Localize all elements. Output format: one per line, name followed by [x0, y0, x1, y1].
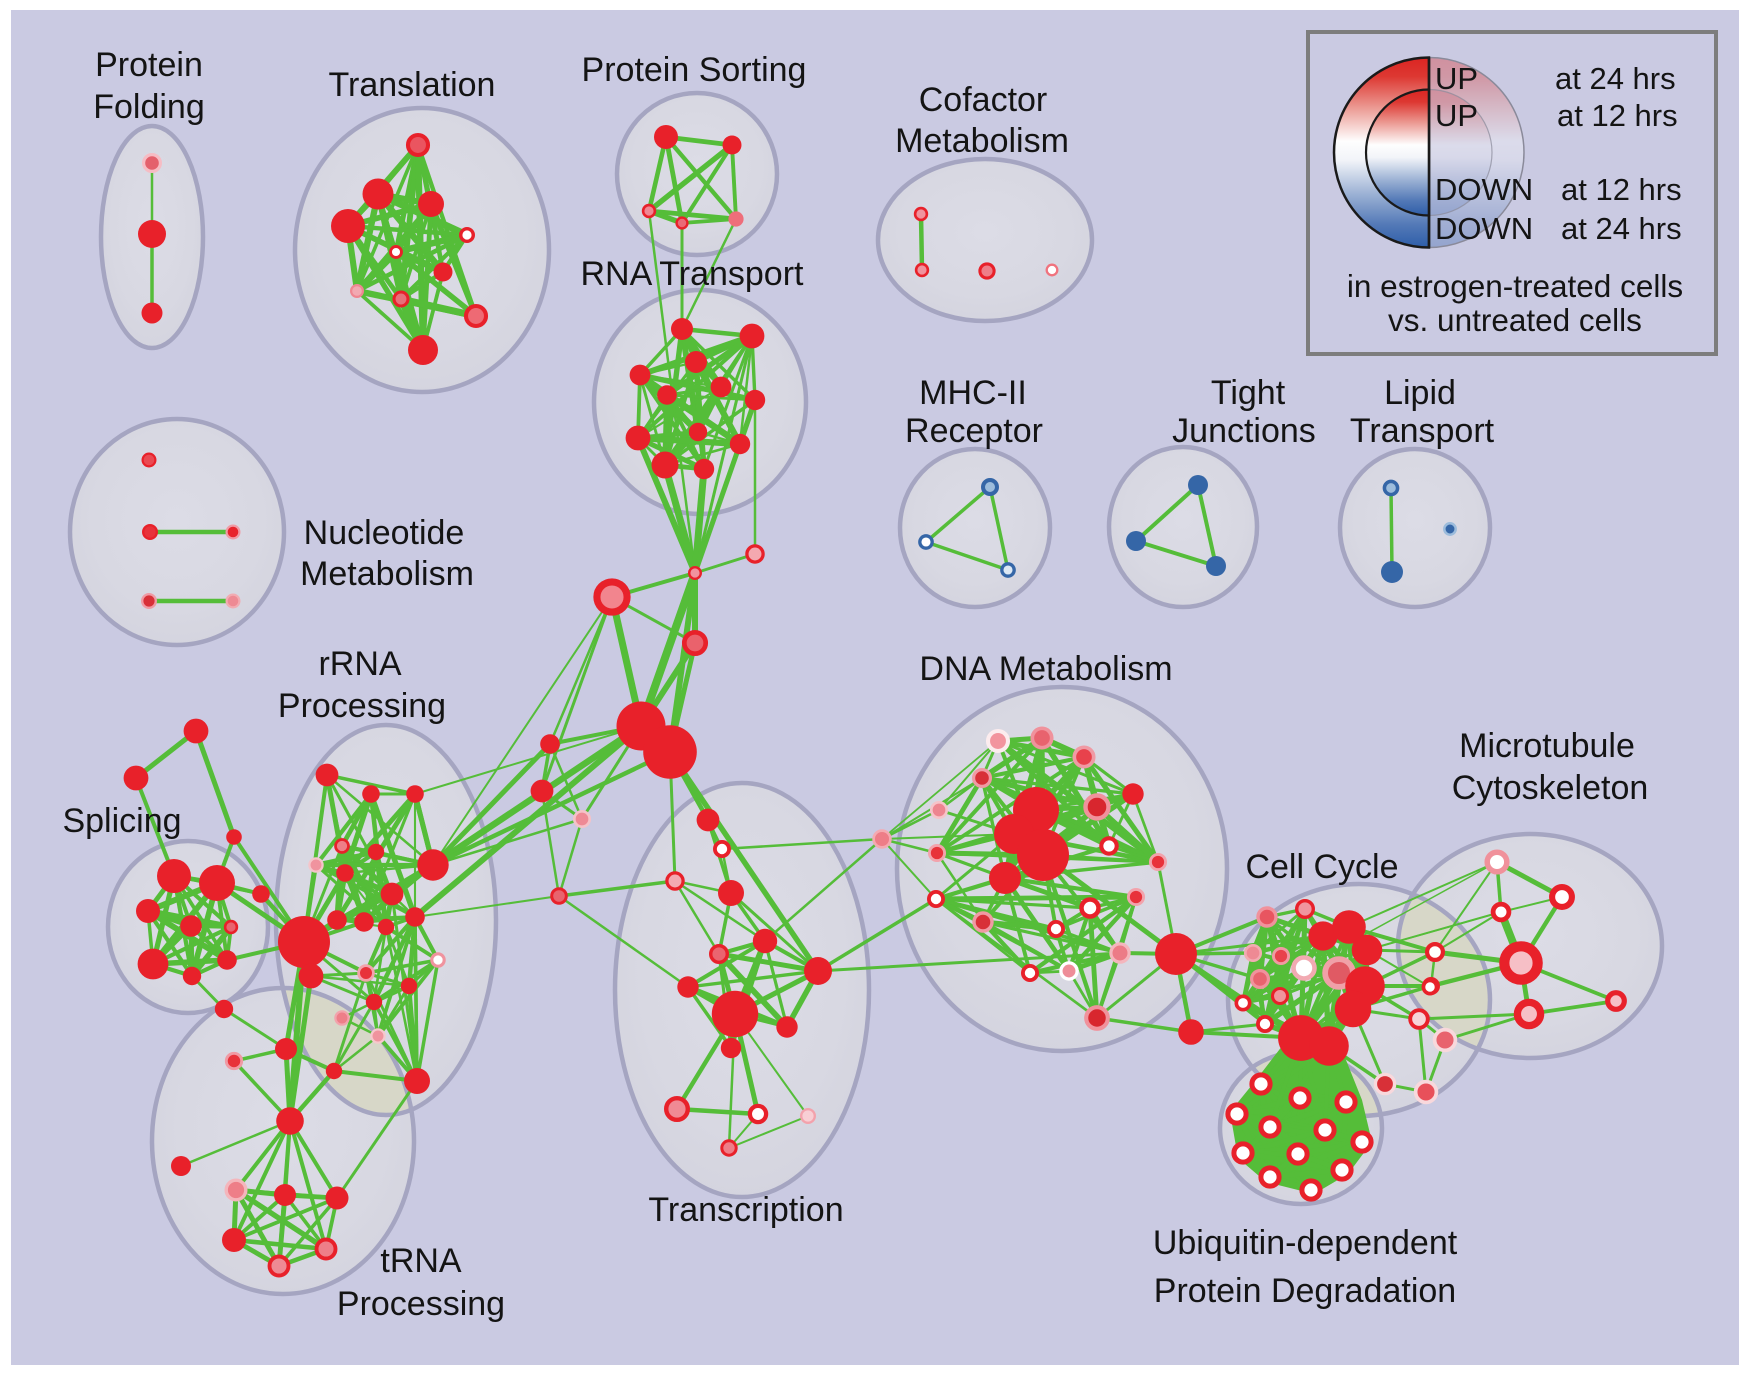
svg-text:Cell Cycle: Cell Cycle	[1245, 848, 1398, 886]
svg-text:UP: UP	[1435, 98, 1478, 133]
svg-text:Processing: Processing	[337, 1285, 505, 1323]
svg-text:Ubiquitin-dependent: Ubiquitin-dependent	[1153, 1224, 1458, 1262]
svg-text:at 12 hrs: at 12 hrs	[1557, 98, 1678, 133]
svg-text:Transport: Transport	[1350, 412, 1495, 450]
svg-text:Lipid: Lipid	[1384, 374, 1456, 412]
svg-text:Transcription: Transcription	[648, 1191, 843, 1229]
svg-text:rRNA: rRNA	[318, 645, 401, 683]
svg-text:vs. untreated cells: vs. untreated cells	[1388, 302, 1642, 338]
svg-text:Processing: Processing	[278, 687, 446, 725]
svg-text:Splicing: Splicing	[62, 802, 181, 840]
svg-text:Junctions: Junctions	[1172, 412, 1316, 450]
svg-text:Protein Sorting: Protein Sorting	[582, 51, 807, 89]
svg-text:DNA Metabolism: DNA Metabolism	[919, 650, 1172, 688]
svg-text:Receptor: Receptor	[905, 412, 1043, 450]
svg-text:Metabolism: Metabolism	[895, 122, 1069, 160]
svg-text:at 12 hrs: at 12 hrs	[1561, 172, 1682, 207]
svg-text:Tight: Tight	[1211, 374, 1286, 412]
svg-text:Protein: Protein	[95, 46, 203, 84]
svg-text:Cofactor: Cofactor	[919, 81, 1048, 119]
svg-text:RNA Transport: RNA Transport	[581, 255, 805, 293]
svg-text:tRNA: tRNA	[380, 1242, 462, 1280]
svg-text:at 24 hrs: at 24 hrs	[1561, 211, 1682, 246]
svg-text:DOWN: DOWN	[1435, 211, 1533, 246]
svg-text:Folding: Folding	[93, 88, 205, 126]
svg-text:Translation: Translation	[329, 66, 496, 104]
svg-text:MHC-II: MHC-II	[919, 374, 1027, 412]
svg-text:Metabolism: Metabolism	[300, 555, 474, 593]
svg-text:Protein Degradation: Protein Degradation	[1154, 1272, 1456, 1310]
svg-text:Microtubule: Microtubule	[1459, 727, 1635, 765]
svg-text:Cytoskeleton: Cytoskeleton	[1452, 769, 1649, 807]
svg-text:Nucleotide: Nucleotide	[304, 514, 465, 552]
svg-text:UP: UP	[1435, 61, 1478, 96]
svg-text:in estrogen-treated cells: in estrogen-treated cells	[1347, 268, 1683, 304]
svg-text:DOWN: DOWN	[1435, 172, 1533, 207]
svg-text:at 24 hrs: at 24 hrs	[1555, 61, 1676, 96]
